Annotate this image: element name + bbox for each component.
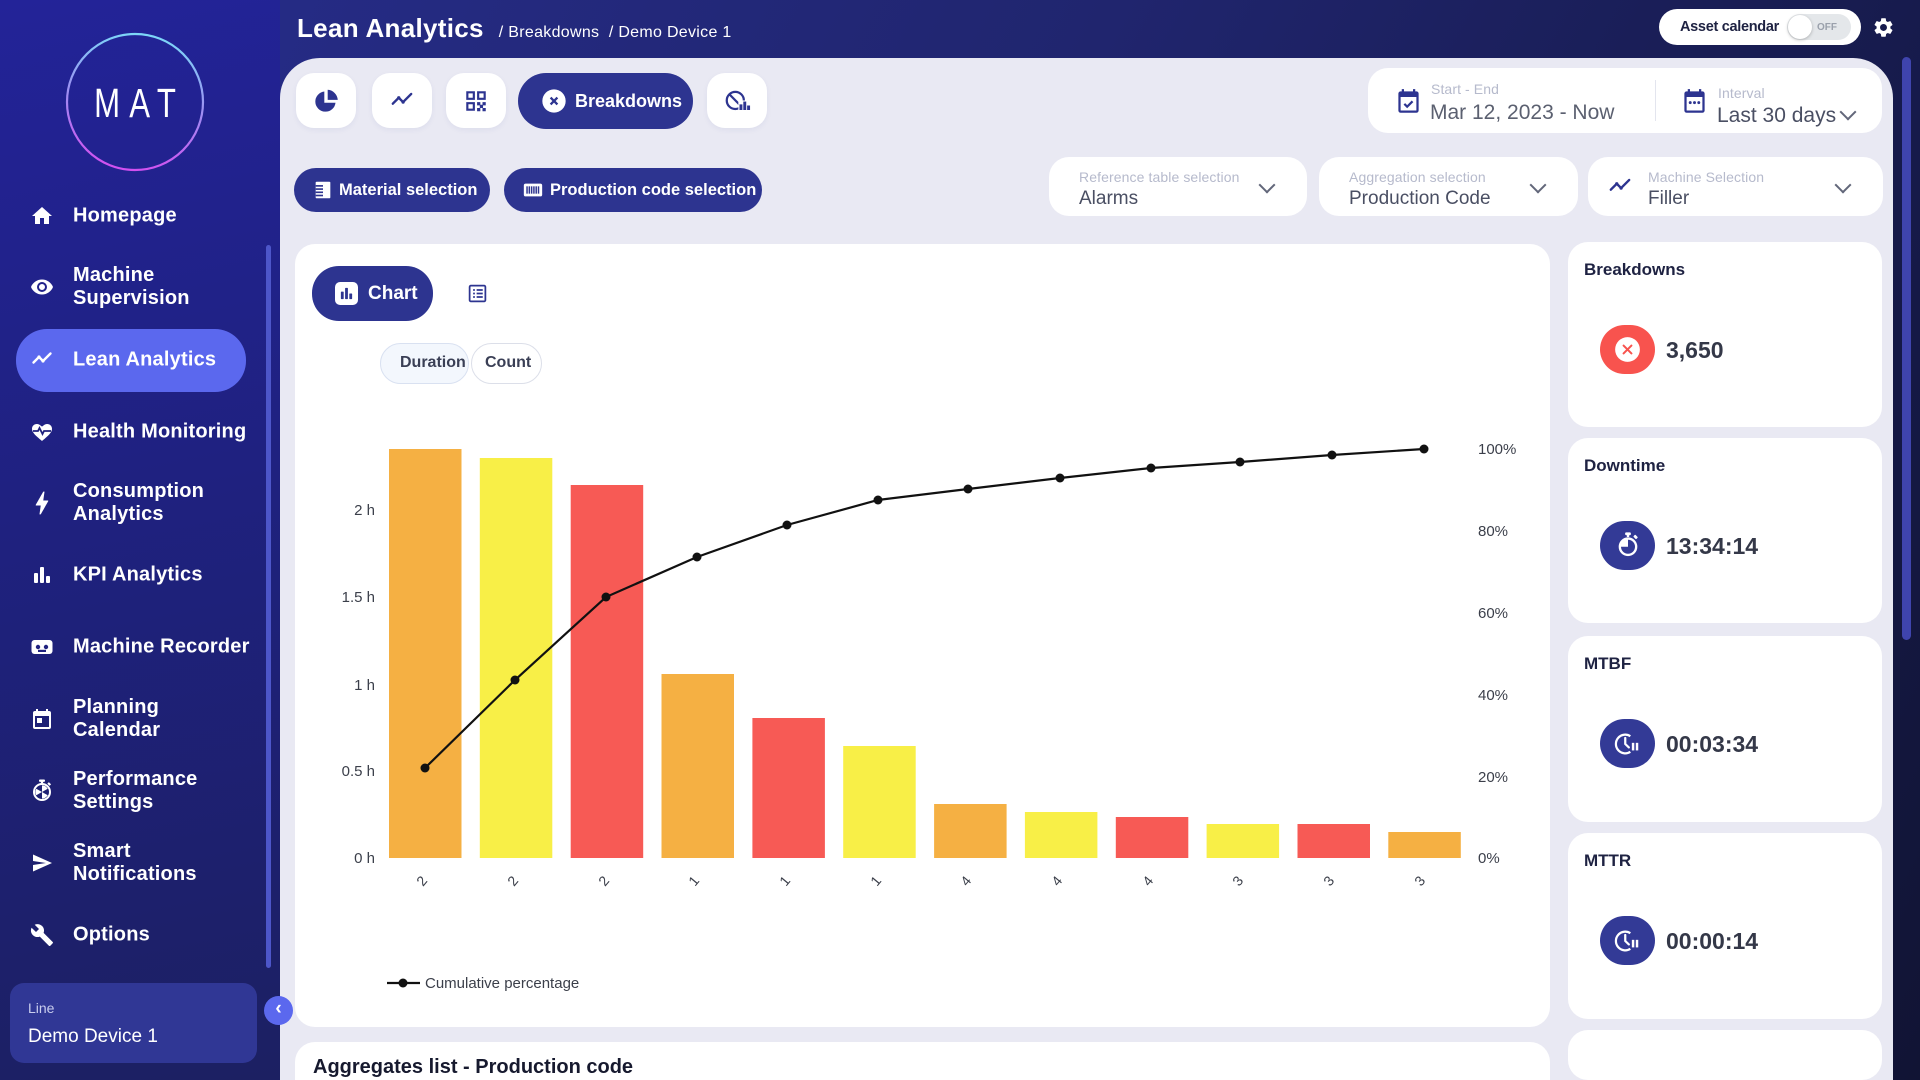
svg-text:1: 1 bbox=[685, 872, 702, 888]
svg-text:3: 3 bbox=[1320, 872, 1337, 888]
svg-text:80%: 80% bbox=[1478, 523, 1508, 540]
svg-text:3: 3 bbox=[1411, 872, 1428, 888]
svg-text:1 h: 1 h bbox=[354, 677, 375, 694]
svg-text:3: 3 bbox=[1229, 872, 1246, 888]
svg-text:60%: 60% bbox=[1478, 605, 1508, 622]
svg-text:0 h: 0 h bbox=[354, 850, 375, 867]
svg-text:4: 4 bbox=[957, 872, 974, 888]
svg-text:40%: 40% bbox=[1478, 687, 1508, 704]
svg-text:Cumulative percentage: Cumulative percentage bbox=[425, 975, 579, 992]
svg-text:0.5 h: 0.5 h bbox=[342, 763, 375, 780]
svg-text:2: 2 bbox=[413, 872, 430, 888]
svg-text:1: 1 bbox=[776, 872, 793, 888]
svg-text:MAT: MAT bbox=[94, 80, 185, 126]
svg-text:2: 2 bbox=[504, 872, 521, 888]
svg-text:20%: 20% bbox=[1478, 769, 1508, 786]
svg-text:2 h: 2 h bbox=[354, 502, 375, 519]
svg-text:4: 4 bbox=[1139, 872, 1156, 888]
svg-text:1: 1 bbox=[867, 872, 884, 888]
svg-text:4: 4 bbox=[1048, 872, 1065, 888]
svg-text:2: 2 bbox=[595, 872, 612, 888]
svg-text:100%: 100% bbox=[1478, 441, 1516, 458]
svg-text:0%: 0% bbox=[1478, 850, 1500, 867]
svg-text:1.5 h: 1.5 h bbox=[342, 589, 375, 606]
